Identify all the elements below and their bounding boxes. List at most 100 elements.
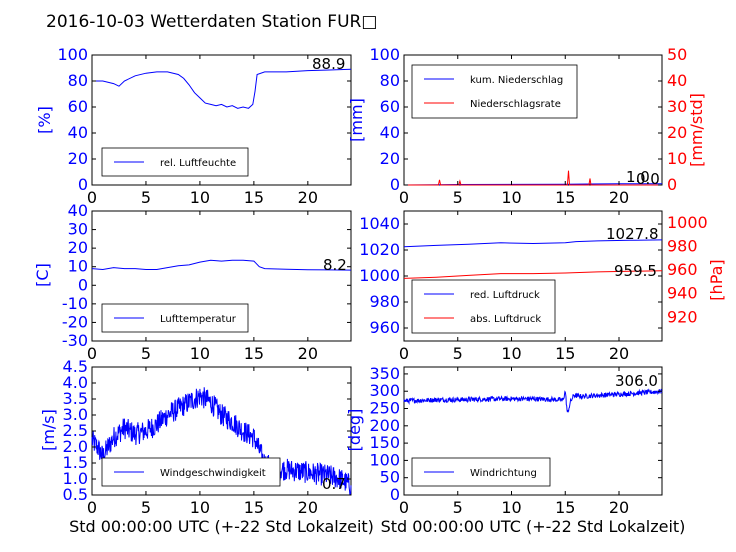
windspeed-legend: Windgeschwindigkeit — [101, 457, 281, 487]
pressure-ytick-right-label: 940 — [667, 284, 698, 303]
winddirection-xtick-label: 0 — [399, 498, 409, 517]
precipitation-legend: kum. Niederschlag Niederschlagsrate — [411, 64, 578, 119]
precipitation-legend-label: kum. Niederschlag — [470, 75, 563, 86]
windspeed-xtick-label: 5 — [141, 498, 151, 517]
winddirection-last-value: 306.0 — [615, 372, 658, 390]
pressure-legend-box — [411, 279, 556, 334]
pressure-legend-label: red. Luftdruck — [470, 290, 540, 301]
windspeed-ylabel: [m/s] — [39, 409, 58, 451]
winddirection-xlabel: Std 00:00:00 UTC (+-22 Std Lokalzeit) — [381, 517, 686, 536]
pressure-last-value: 1027.8 — [606, 225, 659, 243]
precipitation-ytick-label: 40 — [380, 123, 400, 142]
precipitation-ytick-label: 80 — [380, 71, 400, 90]
pressure-xtick-label: 15 — [555, 344, 575, 363]
precipitation-ytick-right-label: 10 — [667, 149, 687, 168]
precipitation-legend-label: Niederschlagsrate — [470, 99, 561, 110]
precipitation-ytick-right-label: 30 — [667, 97, 687, 116]
precipitation-xtick-label: 5 — [453, 188, 463, 207]
temperature-xtick-label: 20 — [298, 344, 318, 363]
humidity-last-value: 88.9 — [312, 55, 345, 73]
humidity-ytick-label: 60 — [68, 97, 88, 116]
winddirection-series-0 — [403, 388, 663, 413]
precipitation-ytick-label: 0 — [390, 175, 400, 194]
humidity-xtick-label: 10 — [190, 188, 210, 207]
windspeed-xtick-label: 10 — [190, 498, 210, 517]
pressure-ytick-label: 1020 — [359, 240, 400, 259]
pressure-legend: red. Luftdruck abs. Luftdruck — [411, 279, 556, 334]
temperature-ylabel: [C] — [33, 263, 52, 287]
pressure-last-value-right: 959.5 — [614, 262, 657, 280]
temperature-ytick-label: 30 — [68, 220, 88, 239]
precipitation-ylabel: [mm] — [347, 98, 366, 142]
temperature-legend-label: Lufttemperatur — [160, 314, 237, 325]
precipitation-ytick-label: 60 — [380, 97, 400, 116]
pressure-panel: 960 980 1000 1020 1040 920 940 960 980 1000 0 5 10 15… — [359, 210, 726, 363]
humidity-ytick-label: 20 — [68, 149, 88, 168]
temperature-last-value: 8.2 — [323, 256, 347, 274]
humidity-ytick-label: 80 — [68, 71, 88, 90]
precipitation-ytick-right-label: 20 — [667, 123, 687, 142]
pressure-ytick-right-label: 960 — [667, 260, 698, 279]
windspeed-xtick-label: 15 — [244, 498, 264, 517]
temperature-xtick-label: 15 — [244, 344, 264, 363]
windspeed-ytick-label: 1.0 — [63, 469, 88, 488]
precipitation-legend-box — [411, 64, 578, 119]
humidity-panel: 0 20 40 60 80 100 0 5 10 15 20 [%] rel. Luftfeuchte 8… — [35, 45, 352, 207]
humidity-ytick-label: 40 — [68, 123, 88, 142]
precipitation-xtick-label: 10 — [501, 188, 521, 207]
windspeed-ytick-label: 0.5 — [63, 485, 88, 504]
precipitation-panel: 0 20 40 60 80 100 0 10 20 30 40 50 0 5 10 15 20 [mm] [mm/s… — [347, 45, 706, 207]
humidity-series-0 — [92, 68, 352, 109]
windspeed-ytick-label: 3.0 — [63, 405, 88, 424]
temperature-xtick-label: 10 — [190, 344, 210, 363]
temperature-legend: Lufttemperatur — [101, 303, 249, 333]
windspeed-xlabel: Std 00:00:00 UTC (+-22 Std Lokalzeit) — [69, 517, 374, 536]
temperature-ytick-label: 40 — [68, 201, 88, 220]
pressure-legend-label: abs. Luftdruck — [470, 314, 541, 325]
temperature-ytick-label: 0 — [78, 275, 88, 294]
windspeed-xtick-label: 0 — [87, 498, 97, 517]
windspeed-panel: 0.51.01.52.02.53.03.54.04.5 0 5 10 15 20 [m/s]… — [39, 357, 374, 536]
windspeed-legend-label: Windgeschwindigkeit — [160, 468, 266, 479]
temperature-ytick-label: 20 — [68, 238, 88, 257]
pressure-series-1 — [403, 270, 663, 279]
pressure-xtick-label: 10 — [501, 344, 521, 363]
precipitation-ylabel-right: [mm/std] — [687, 93, 706, 167]
humidity-xtick-label: 5 — [141, 188, 151, 207]
precipitation-ytick-right-label: 40 — [667, 71, 687, 90]
humidity-xtick-label: 0 — [87, 188, 97, 207]
pressure-ytick-label: 980 — [369, 292, 400, 311]
temperature-xtick-label: 0 — [87, 344, 97, 363]
pressure-ylabel-right: [hPa] — [707, 259, 726, 300]
humidity-legend-label: rel. Luftfeuchte — [160, 158, 236, 169]
pressure-xtick-label: 0 — [399, 344, 409, 363]
winddirection-legend: Windrichtung — [411, 457, 551, 487]
pressure-xtick-label: 5 — [453, 344, 463, 363]
precipitation-series-1 — [404, 170, 662, 186]
winddirection-ytick-label: 0 — [390, 485, 400, 504]
pressure-ytick-label: 960 — [369, 318, 400, 337]
temperature-ytick-label: -30 — [62, 331, 88, 350]
pressure-ytick-right-label: 1000 — [667, 213, 708, 232]
winddirection-legend-label: Windrichtung — [470, 468, 537, 479]
pressure-series-0 — [403, 239, 663, 248]
windspeed-ytick-label: 3.5 — [63, 389, 88, 408]
windspeed-ytick-label: 2.0 — [63, 437, 88, 456]
winddirection-ytick-label: 100 — [369, 450, 400, 469]
winddirection-xtick-label: 5 — [453, 498, 463, 517]
precipitation-ytick-label: 100 — [369, 45, 400, 64]
temperature-ytick-label: 10 — [68, 257, 88, 276]
winddirection-ytick-label: 150 — [369, 433, 400, 452]
precipitation-xtick-label: 0 — [399, 188, 409, 207]
precipitation-ytick-right-label: 50 — [667, 45, 687, 64]
precipitation-ytick-right-label: 0 — [667, 175, 677, 194]
windspeed-ytick-label: 1.5 — [63, 453, 88, 472]
temperature-ytick-label: -10 — [62, 294, 88, 313]
pressure-ytick-label: 1000 — [359, 266, 400, 285]
precipitation-xtick-label: 20 — [609, 188, 629, 207]
winddirection-ylabel: [deg] — [345, 409, 364, 452]
temperature-ytick-label: -20 — [62, 312, 88, 331]
pressure-xtick-label: 20 — [609, 344, 629, 363]
